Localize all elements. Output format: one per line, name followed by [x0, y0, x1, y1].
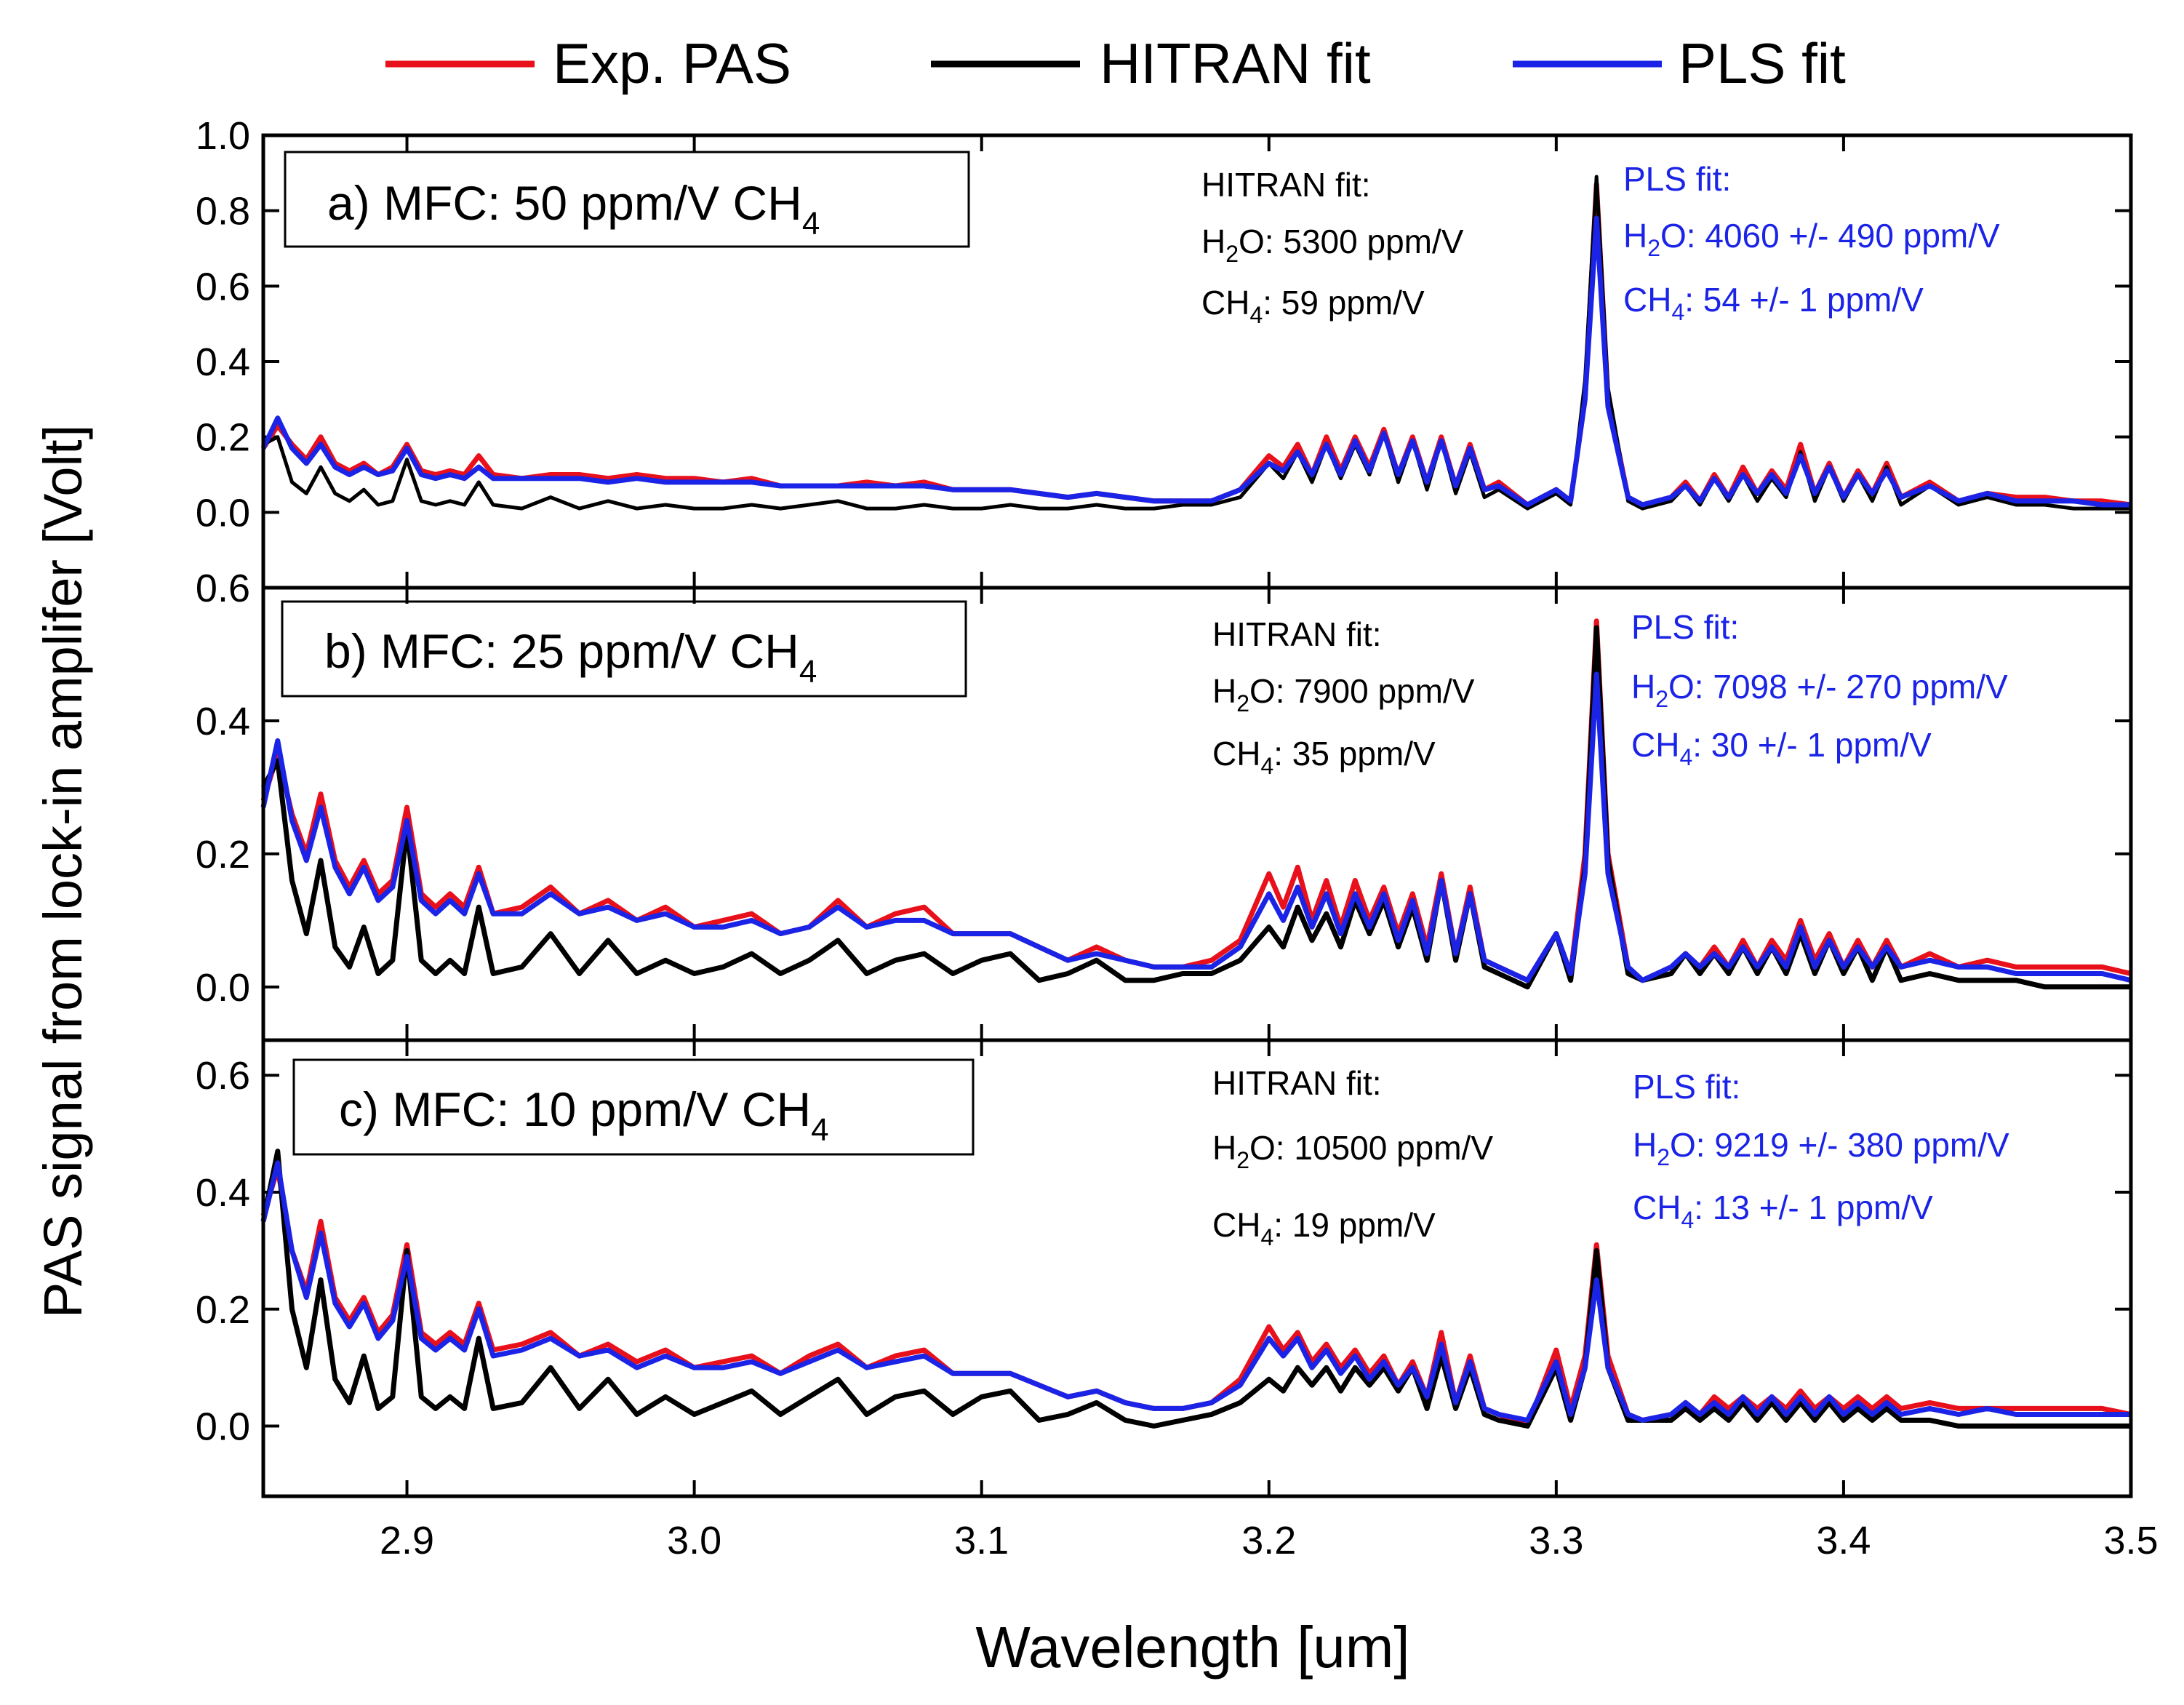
panel-a-ytick-label: 1.0	[196, 114, 250, 158]
panel-a-pls-title: PLS fit:	[1623, 160, 1731, 198]
panel-c-pls-h2o: H2O: 9219 +/- 380 ppm/V	[1633, 1126, 2009, 1170]
panel-b-pls-ch4: CH4: 30 +/- 1 ppm/V	[1631, 726, 1932, 770]
panel-a-hitran-h2o: H2O: 5300 ppm/V	[1201, 223, 1464, 267]
panel-b-label-box: b) MFC: 25 ppm/V CH4	[281, 600, 967, 698]
xtick-label: 3.1	[954, 1519, 1009, 1562]
panel-c-label-frame	[292, 1058, 975, 1156]
panel-c-pls-title: PLS fit:	[1633, 1068, 1740, 1106]
panel-a-ticks: 0.0 0.2 0.4 0.6 0.8 1.0	[196, 114, 2131, 535]
panel-a-hitran-title: HITRAN fit:	[1201, 166, 1371, 204]
legend-label-exp-pas: Exp. PAS	[553, 31, 791, 95]
panel-c-hitran-annotation: HITRAN fit: H2O: 10500 ppm/V CH4: 19 ppm…	[1212, 1064, 1493, 1250]
panel-b-label: b) MFC: 25 ppm/V CH4	[324, 624, 817, 690]
panel-a-label: a) MFC: 50 ppm/V CH4	[327, 176, 820, 241]
panel-c-line-hitran-fit	[260, 1149, 2131, 1429]
panel-b-hitran-title: HITRAN fit:	[1212, 615, 1382, 653]
panel-b-line-pls-fit	[260, 671, 2132, 983]
xtick-label: 3.2	[1241, 1519, 1296, 1562]
panel-c-hitran-h2o: H2O: 10500 ppm/V	[1212, 1129, 1493, 1173]
panel-b-ytick-label: 0.4	[196, 700, 250, 743]
panel-a-hitran-annotation: HITRAN fit: H2O: 5300 ppm/V CH4: 59 ppm/…	[1201, 166, 1464, 328]
panel-c-ticks: 0.0 0.2 0.4 0.6	[196, 1054, 2131, 1449]
panel-c-label-box: c) MFC: 10 ppm/V CH4	[292, 1058, 975, 1156]
legend: Exp. PAS HITRAN fit PLS fit	[385, 31, 1846, 95]
panel-a-pls-h2o: H2O: 4060 +/- 490 ppm/V	[1623, 217, 2000, 261]
panel-a-pls-ch4: CH4: 54 +/- 1 ppm/V	[1623, 281, 1924, 325]
panel-c-ytick-label: 0.0	[196, 1405, 250, 1449]
panel-b-ytick-label: 0.2	[196, 833, 250, 877]
panel-a-pls-annotation: PLS fit: H2O: 4060 +/- 490 ppm/V CH4: 54…	[1623, 160, 2000, 325]
panel-b: 0.0 0.2 0.4 0.6 b) MFC: 25 ppm/V CH4 HITRAN…	[196, 567, 2132, 1010]
panel-a-label-frame	[284, 151, 970, 248]
panel-a-line-pls-fit	[260, 215, 2131, 508]
panel-a-ytick-label: 0.8	[196, 190, 250, 233]
panel-b-hitran-h2o: H2O: 7900 ppm/V	[1212, 672, 1475, 716]
y-axis-title: PAS signal from lock-in amplifer [Volt]	[33, 425, 93, 1318]
panel-a-ytick-label: 0.0	[196, 491, 250, 535]
panel-a-hitran-ch4: CH4: 59 ppm/V	[1201, 284, 1425, 328]
x-axis-title: Wavelength [um]	[975, 1615, 1409, 1680]
panel-a-ytick-label: 0.2	[196, 416, 250, 460]
xtick-label: 3.4	[1816, 1519, 1871, 1562]
x-axis-ticks: 2.9 3.0 3.1 3.2 3.3 3.4 3.5	[380, 135, 2159, 1562]
panel-c-hitran-ch4: CH4: 19 ppm/V	[1212, 1206, 1436, 1250]
panel-c-ytick-label: 0.6	[196, 1054, 250, 1098]
panel-b-ytick-label: 0.0	[196, 966, 250, 1010]
panel-c: 0.0 0.2 0.4 0.6 c) MFC: 10 ppm/V CH4 HITRAN…	[196, 1054, 2132, 1449]
xtick-label: 3.3	[1529, 1519, 1583, 1562]
xtick-label: 3.5	[2103, 1519, 2158, 1562]
legend-label-pls-fit: PLS fit	[1679, 31, 1846, 95]
panel-c-pls-annotation: PLS fit: H2O: 9219 +/- 380 ppm/V CH4: 13…	[1633, 1068, 2009, 1233]
panel-c-pls-ch4: CH4: 13 +/- 1 ppm/V	[1633, 1189, 1933, 1233]
plot-frame	[261, 133, 2133, 1498]
panel-b-label-frame	[281, 600, 967, 698]
legend-label-hitran-fit: HITRAN fit	[1100, 31, 1371, 95]
panel-c-line-pls-fit	[260, 1160, 2131, 1423]
panel-b-series	[260, 618, 2132, 990]
panel-a-series	[260, 175, 2132, 511]
panel-c-hitran-title: HITRAN fit:	[1212, 1064, 1382, 1102]
xtick-label: 2.9	[380, 1519, 434, 1562]
panel-b-hitran-annotation: HITRAN fit: H2O: 7900 ppm/V CH4: 35 ppm/…	[1212, 615, 1475, 779]
panel-b-ticks: 0.0 0.2 0.4 0.6	[196, 567, 2131, 1010]
panel-b-ytick-label: 0.6	[196, 567, 250, 610]
panel-b-pls-title: PLS fit:	[1631, 608, 1739, 646]
panel-c-series	[260, 1149, 2132, 1429]
panel-c-label: c) MFC: 10 ppm/V CH4	[339, 1082, 829, 1148]
panel-c-ytick-label: 0.4	[196, 1171, 250, 1215]
panel-b-pls-h2o: H2O: 7098 +/- 270 ppm/V	[1631, 668, 2008, 712]
panel-a-ytick-label: 0.4	[196, 340, 250, 384]
panel-a-label-box: a) MFC: 50 ppm/V CH4	[284, 151, 970, 248]
panel-c-ytick-label: 0.2	[196, 1288, 250, 1332]
plot-outer-frame	[261, 133, 2133, 1498]
panel-b-hitran-ch4: CH4: 35 ppm/V	[1212, 735, 1436, 779]
panel-a: 0.00.20.40.60.81.0 a) MFC: 50 ppm/V CH4 …	[196, 114, 2132, 535]
panel-a-ytick-label: 0.6	[196, 265, 250, 308]
xtick-label: 3.0	[667, 1519, 721, 1562]
panel-b-pls-annotation: PLS fit: H2O: 7098 +/- 270 ppm/V CH4: 30…	[1631, 608, 2008, 770]
